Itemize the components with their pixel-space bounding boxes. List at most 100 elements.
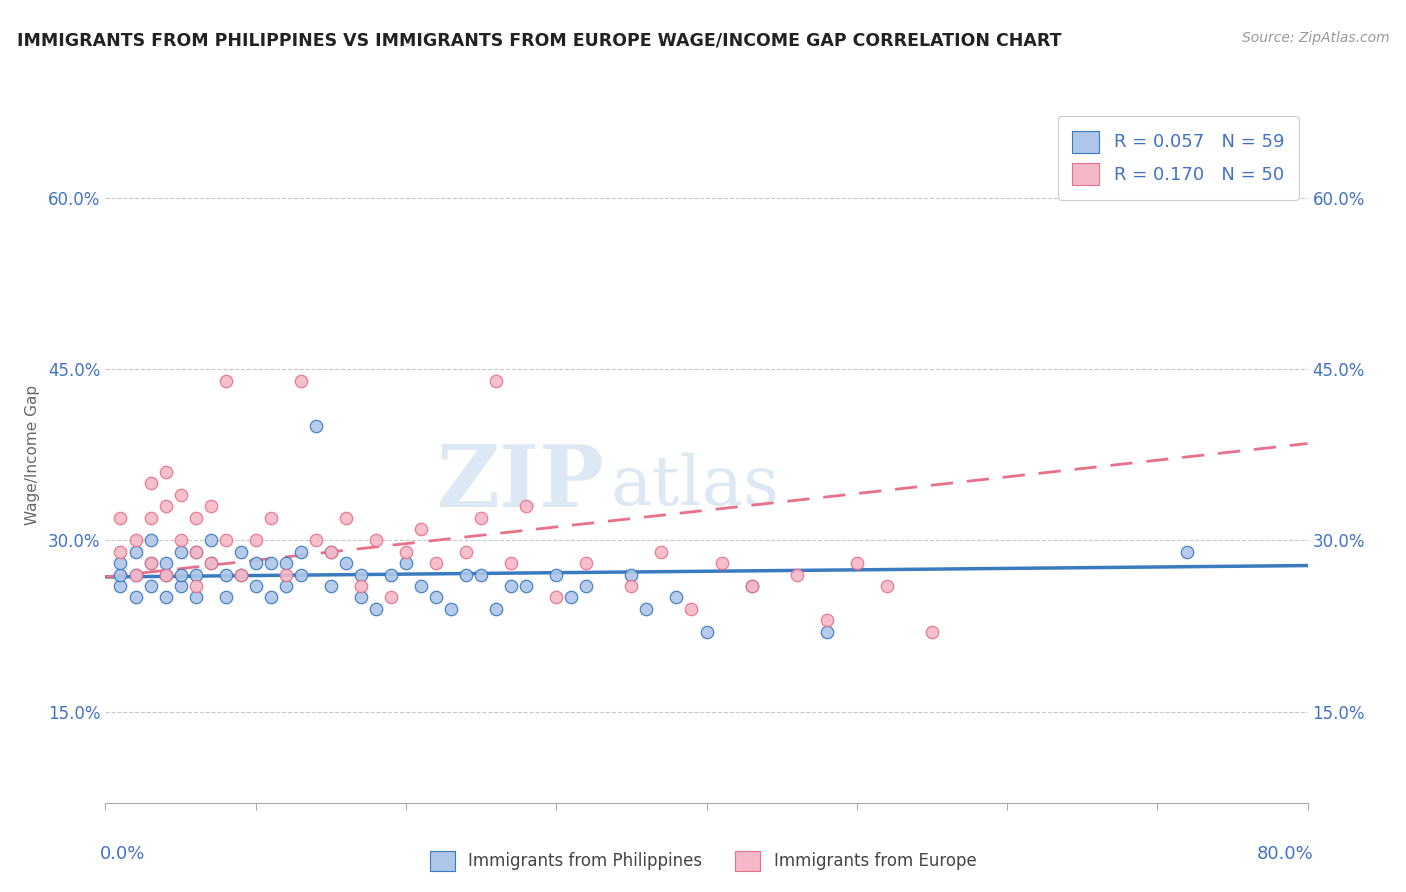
Point — [681, 602, 703, 616]
Point — [364, 533, 387, 548]
Point — [815, 613, 838, 627]
Point — [501, 579, 523, 593]
Point — [620, 567, 643, 582]
Point — [184, 510, 207, 524]
Point — [710, 556, 733, 570]
Point — [184, 545, 207, 559]
Point — [169, 533, 191, 548]
Point — [200, 500, 222, 514]
Point — [290, 374, 312, 388]
Point — [454, 545, 477, 559]
Point — [845, 556, 868, 570]
Point — [290, 567, 312, 582]
Point — [425, 556, 447, 570]
Point — [229, 567, 252, 582]
Point — [425, 591, 447, 605]
Point — [335, 556, 357, 570]
Point — [155, 556, 177, 570]
Point — [350, 579, 373, 593]
Point — [245, 556, 267, 570]
Y-axis label: Wage/Income Gap: Wage/Income Gap — [25, 384, 39, 525]
Point — [575, 556, 598, 570]
Point — [184, 567, 207, 582]
Point — [200, 556, 222, 570]
Point — [350, 591, 373, 605]
Point — [1175, 545, 1198, 559]
Point — [485, 374, 508, 388]
Legend: R = 0.057   N = 59, R = 0.170   N = 50: R = 0.057 N = 59, R = 0.170 N = 50 — [1057, 116, 1299, 200]
Point — [515, 579, 537, 593]
Point — [290, 545, 312, 559]
Point — [214, 591, 236, 605]
Point — [470, 510, 492, 524]
Point — [274, 567, 297, 582]
Text: ZIP: ZIP — [437, 441, 605, 524]
Point — [110, 579, 132, 593]
Point — [200, 556, 222, 570]
Point — [335, 510, 357, 524]
Point — [245, 533, 267, 548]
Point — [139, 476, 162, 491]
Point — [454, 567, 477, 582]
Point — [124, 533, 146, 548]
Point — [155, 567, 177, 582]
Point — [169, 567, 191, 582]
Point — [214, 374, 236, 388]
Point — [169, 488, 191, 502]
Point — [110, 545, 132, 559]
Point — [184, 545, 207, 559]
Point — [741, 579, 763, 593]
Point — [546, 591, 568, 605]
Point — [124, 591, 146, 605]
Point — [184, 579, 207, 593]
Point — [169, 545, 191, 559]
Point — [350, 567, 373, 582]
Text: 80.0%: 80.0% — [1257, 845, 1313, 863]
Point — [319, 545, 342, 559]
Point — [515, 500, 537, 514]
Point — [200, 533, 222, 548]
Point — [409, 522, 432, 536]
Point — [110, 567, 132, 582]
Point — [921, 624, 943, 639]
Point — [876, 579, 898, 593]
Point — [395, 556, 418, 570]
Point — [110, 556, 132, 570]
Text: Source: ZipAtlas.com: Source: ZipAtlas.com — [1241, 31, 1389, 45]
Point — [560, 591, 582, 605]
Point — [319, 579, 342, 593]
Point — [139, 556, 162, 570]
Point — [305, 419, 328, 434]
Point — [260, 591, 283, 605]
Point — [110, 510, 132, 524]
Text: atlas: atlas — [610, 453, 779, 519]
Point — [124, 567, 146, 582]
Point — [319, 545, 342, 559]
Point — [395, 545, 418, 559]
Point — [245, 579, 267, 593]
Point — [501, 556, 523, 570]
Point — [214, 533, 236, 548]
Point — [380, 567, 402, 582]
Text: IMMIGRANTS FROM PHILIPPINES VS IMMIGRANTS FROM EUROPE WAGE/INCOME GAP CORRELATIO: IMMIGRANTS FROM PHILIPPINES VS IMMIGRANT… — [17, 31, 1062, 49]
Point — [139, 533, 162, 548]
Point — [620, 579, 643, 593]
Point — [155, 567, 177, 582]
Point — [636, 602, 658, 616]
Point — [741, 579, 763, 593]
Point — [440, 602, 463, 616]
Point — [364, 602, 387, 616]
Point — [470, 567, 492, 582]
Point — [124, 567, 146, 582]
Point — [169, 579, 191, 593]
Point — [139, 579, 162, 593]
Point — [139, 510, 162, 524]
Point — [260, 556, 283, 570]
Point — [260, 510, 283, 524]
Point — [815, 624, 838, 639]
Point — [274, 556, 297, 570]
Point — [229, 567, 252, 582]
Point — [665, 591, 688, 605]
Point — [184, 591, 207, 605]
Point — [155, 500, 177, 514]
